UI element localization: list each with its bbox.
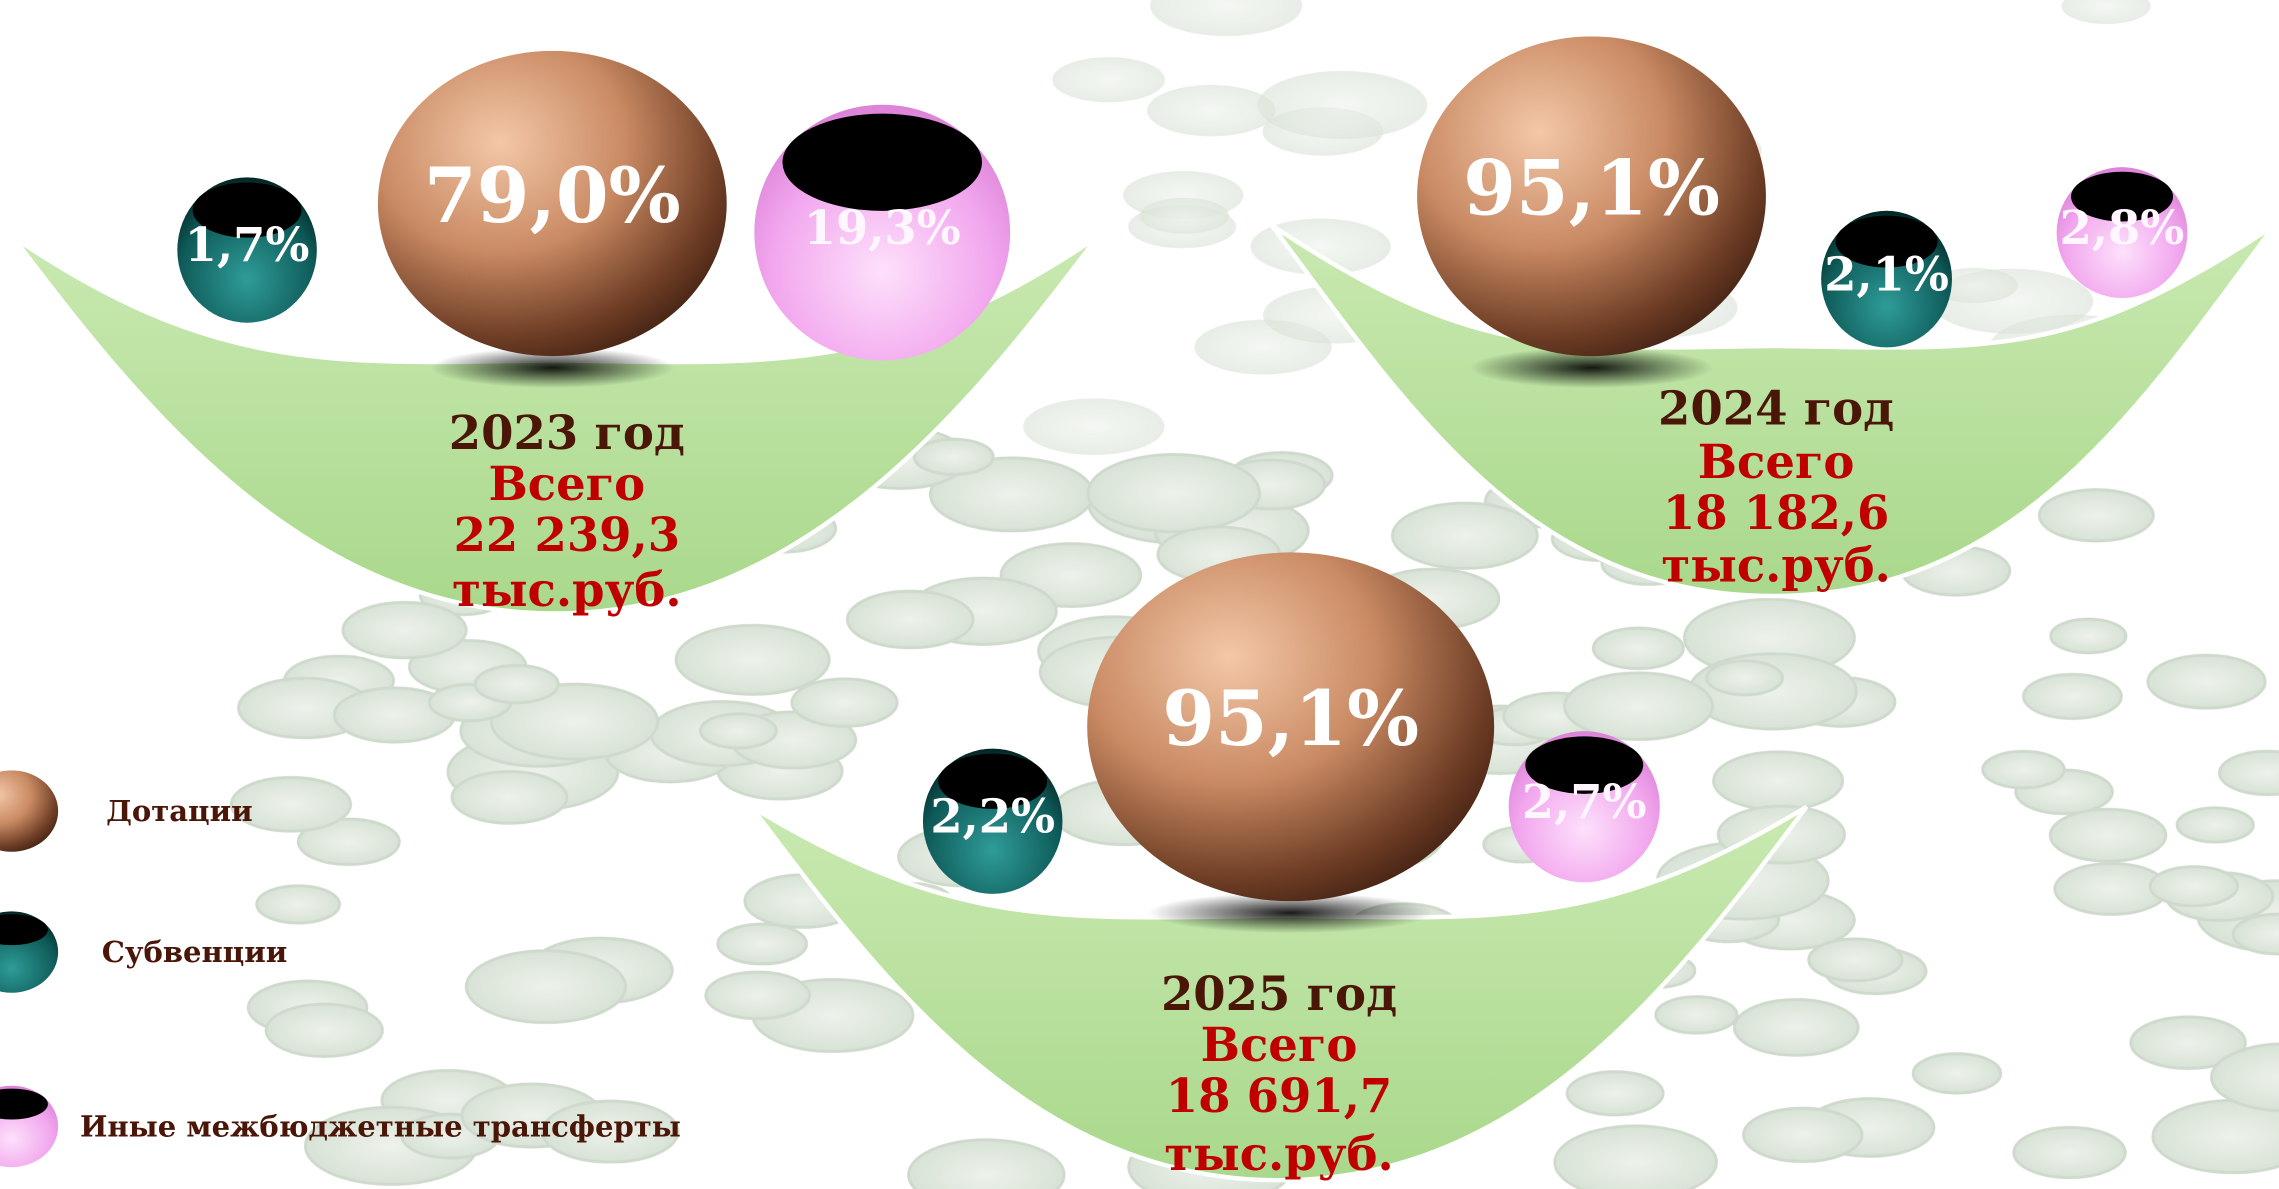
coin (1088, 454, 1260, 531)
total: 22 239,3 (454, 507, 681, 562)
coin (1734, 1000, 1858, 1056)
coin (1147, 85, 1276, 136)
share-label: 1,7% (185, 217, 310, 272)
coin (1913, 1054, 2000, 1093)
coin (2023, 674, 2121, 718)
infographic: 79,0%1,7%19,3%2023 годВсего22 239,3тыс.р… (0, 0, 2279, 1189)
total: 18 182,6 (1663, 485, 1890, 540)
unit: тыс.руб. (1164, 1126, 1393, 1181)
coin (1744, 1108, 1862, 1161)
coin (1567, 1072, 1663, 1115)
coin (2061, 0, 2150, 24)
coin (2014, 1127, 2126, 1177)
coin (1714, 752, 1843, 810)
coin (1150, 0, 1302, 36)
coin (792, 679, 897, 726)
coin (2150, 867, 2237, 906)
share-label: 95,1% (1162, 674, 1419, 763)
share-label: 2,1% (1824, 246, 1949, 301)
coin (1555, 1126, 1717, 1189)
legend-label: Субвенции (102, 935, 288, 969)
legend-label: Дотации (106, 794, 253, 828)
coin (466, 951, 625, 1023)
coin (706, 972, 810, 1019)
share-label: 2,8% (2060, 200, 2185, 255)
coin (1983, 751, 2064, 788)
coin (676, 625, 829, 694)
year: 2023 год (449, 405, 685, 460)
coin (452, 772, 567, 824)
coin (1023, 398, 1165, 455)
coin (1257, 71, 1427, 139)
coin (718, 924, 807, 964)
ball (0, 770, 58, 851)
coin (700, 714, 776, 748)
coin (475, 665, 558, 702)
coin (257, 886, 340, 923)
coin (847, 591, 973, 648)
coin (914, 439, 993, 474)
share-label: 2,2% (930, 788, 1055, 843)
unit: тыс.руб. (1661, 537, 1890, 592)
coin (1139, 198, 1229, 234)
ball-cap (782, 114, 982, 211)
coin (266, 1004, 382, 1056)
coin (1052, 57, 1165, 102)
coin (2177, 808, 2253, 842)
coin (2050, 809, 2166, 861)
share-label: 2,7% (1522, 774, 1647, 829)
year: 2024 год (1658, 380, 1894, 435)
share-label: 95,1% (1463, 144, 1720, 233)
total: 18 691,7 (1166, 1068, 1393, 1123)
legend-label: Иные межбюджетные трансферты (80, 1110, 681, 1144)
coin (1809, 939, 1902, 981)
coin (2219, 751, 2279, 794)
coin (2051, 619, 2126, 653)
coin (1392, 503, 1537, 568)
coin (2153, 1101, 2279, 1173)
coin (1656, 997, 1737, 1034)
total-label: Всего (1201, 1017, 1358, 1072)
coin (2039, 490, 2153, 541)
coin (343, 602, 466, 657)
total-label: Всего (1698, 434, 1855, 489)
year: 2025 год (1161, 966, 1397, 1021)
coin (909, 1140, 1065, 1189)
coin (1707, 661, 1783, 695)
coin (2148, 655, 2265, 708)
unit: тыс.руб. (452, 562, 681, 617)
share-label: 79,0% (424, 151, 681, 240)
coin (1593, 628, 1683, 669)
coin (1565, 673, 1713, 740)
total-label: Всего (488, 456, 645, 511)
share-label: 19,3% (804, 200, 961, 255)
